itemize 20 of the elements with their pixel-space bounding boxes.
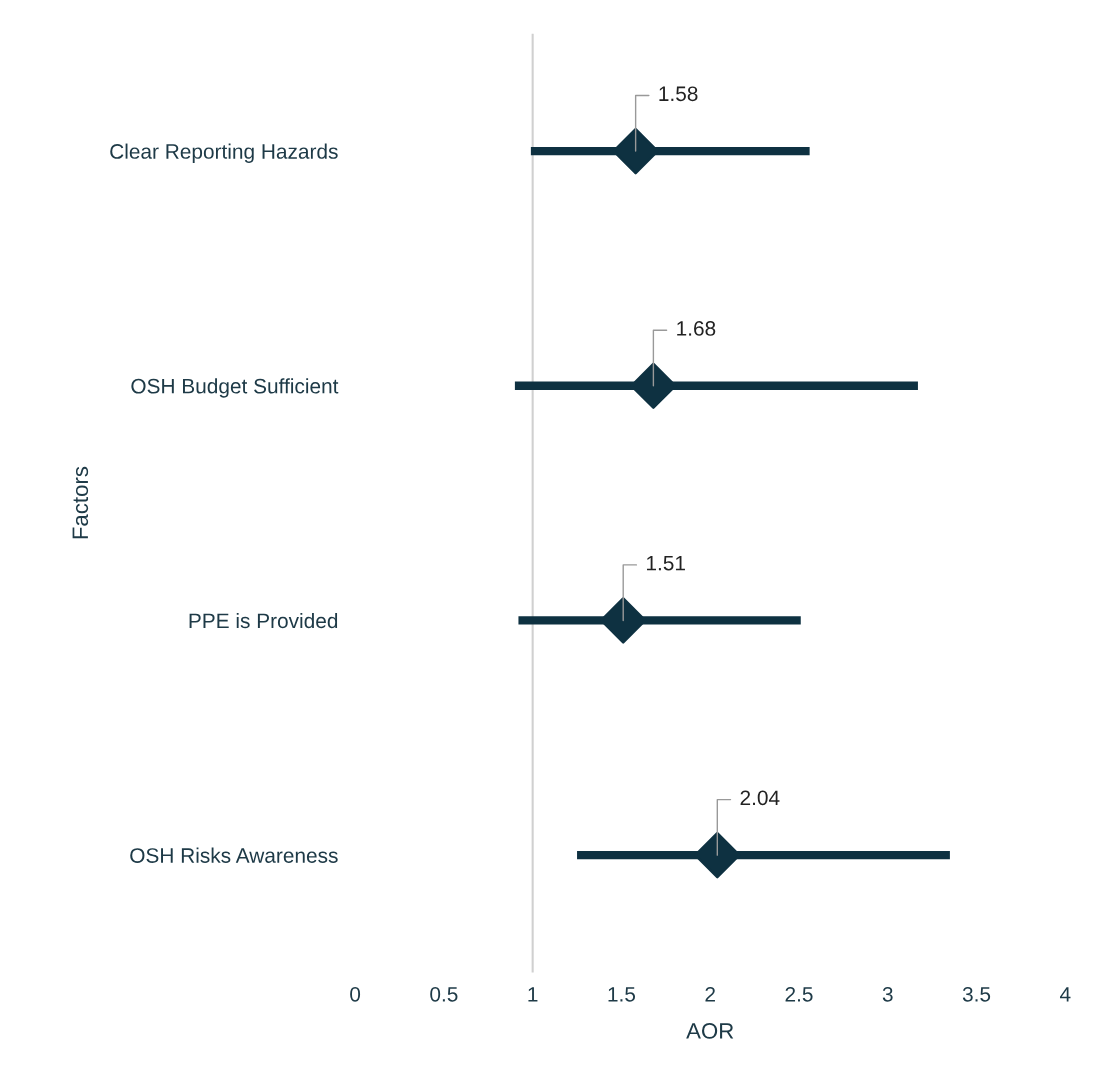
y-tick-label: OSH Budget Sufficient	[131, 378, 339, 398]
x-tick-label: 3	[882, 986, 893, 1002]
data-label: 1.68	[677, 321, 716, 336]
x-axis-title: AOR	[686, 1023, 734, 1039]
y-tick-label: PPE is Provided	[189, 612, 338, 629]
y-tick-label: Clear Reporting Hazards	[110, 143, 338, 163]
x-tick-label: 2	[705, 986, 715, 1002]
x-tick-label: 2.5	[785, 986, 813, 1002]
y-tick-label: OSH Risks Awareness	[130, 847, 338, 863]
x-tick-label: 3.5	[962, 986, 991, 1002]
x-tick-label: 1	[528, 987, 538, 1002]
x-tick-label: 4	[1060, 987, 1071, 1002]
data-label: 1.51	[647, 555, 685, 571]
y-axis-title: Factors	[72, 466, 89, 539]
data-label: 2.04	[740, 790, 780, 806]
x-tick-label: 1.5	[608, 987, 636, 1002]
data-label: 1.58	[659, 86, 698, 102]
x-tick-label: 0.5	[430, 986, 458, 1002]
x-tick-label: 0	[350, 986, 361, 1002]
point	[600, 597, 647, 644]
